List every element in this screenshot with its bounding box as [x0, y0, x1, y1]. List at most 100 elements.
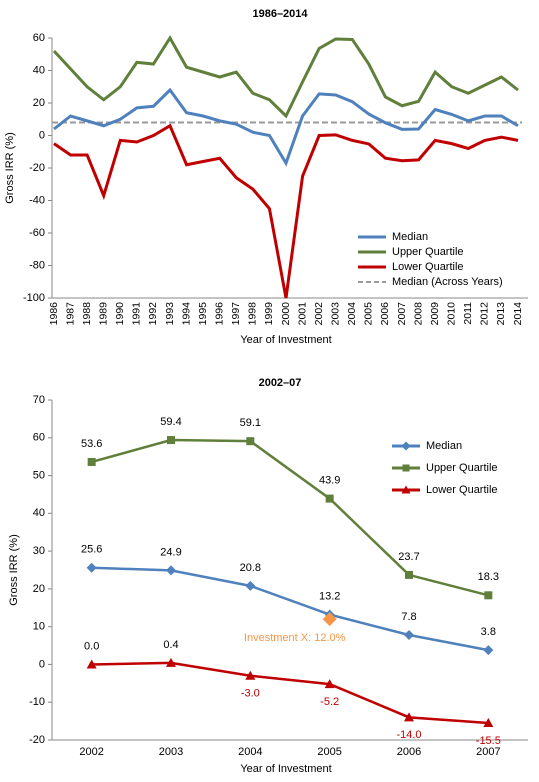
x-tick-label: 1994	[180, 302, 192, 326]
x-tick-label: 2003	[159, 746, 183, 758]
x-tick-label: 1988	[81, 302, 93, 326]
x-tick-label: 2003	[329, 302, 341, 326]
y-axis-title: Gross IRR (%)	[8, 534, 20, 606]
series-line	[53, 87, 519, 167]
data-label: 7.8	[401, 611, 416, 623]
chart-title: 1986–2014	[252, 8, 308, 20]
x-tick-label: 2006	[379, 302, 391, 326]
series-line	[53, 123, 519, 299]
legend-label: Lower Quartile	[426, 484, 498, 496]
series-line	[91, 566, 489, 652]
marker	[484, 591, 493, 600]
data-label: 53.6	[81, 438, 102, 450]
annotation: Investment X: 12.0%	[244, 632, 346, 644]
x-tick-label: 2011	[462, 302, 474, 325]
data-label: 3.8	[481, 626, 496, 638]
x-tick-label: 2005	[363, 302, 375, 326]
data-label: 13.2	[319, 590, 340, 602]
marker	[167, 436, 175, 445]
data-label: 0.0	[84, 640, 99, 652]
data-label: 20.8	[240, 562, 261, 574]
legend-label: Upper Quartile	[392, 246, 464, 258]
y-tick-label: -60	[29, 227, 45, 239]
y-tick-label: 20	[33, 583, 45, 595]
y-tick-label: 0	[39, 129, 45, 141]
x-tick-label: 2005	[317, 746, 341, 758]
y-tick-label: 40	[33, 64, 45, 76]
y-tick-label: 60	[33, 432, 45, 444]
marker	[404, 629, 414, 640]
marker	[404, 712, 414, 722]
x-tick-label: 2009	[429, 302, 441, 326]
marker	[245, 580, 256, 591]
chart-title: 2002–07	[259, 377, 302, 389]
x-axis-title: Year of Investment	[240, 334, 331, 346]
y-tick-label: 60	[33, 32, 45, 44]
x-tick-label: 2008	[412, 302, 424, 326]
y-tick-label: -20	[29, 162, 45, 174]
series-line	[91, 438, 489, 597]
x-tick-label: 1986	[48, 302, 60, 326]
marker	[405, 570, 413, 579]
marker	[401, 485, 411, 494]
marker	[324, 679, 335, 689]
x-tick-label: 2000	[280, 302, 292, 326]
x-tick-label: 2007	[396, 302, 408, 326]
x-tick-label: 2012	[479, 302, 491, 326]
x-tick-label: 1993	[164, 302, 176, 326]
y-tick-label: -100	[23, 292, 45, 304]
marker	[401, 441, 411, 451]
data-label: 24.9	[160, 546, 181, 558]
data-label: 25.6	[81, 544, 102, 556]
legend-label: Median	[426, 440, 462, 452]
legend-label: Median	[392, 231, 428, 243]
y-tick-label: 40	[33, 507, 45, 519]
y-tick-label: 10	[33, 621, 45, 633]
x-tick-label: 2002	[313, 302, 325, 326]
data-label: 59.1	[240, 417, 261, 429]
marker	[87, 457, 96, 466]
marker	[322, 612, 337, 627]
y-tick-label: 70	[33, 394, 45, 406]
marker	[483, 718, 494, 727]
x-tick-label: 2007	[476, 746, 500, 758]
data-label: -3.0	[241, 688, 260, 700]
x-tick-label: 1989	[97, 302, 109, 326]
x-tick-label: 1995	[197, 302, 209, 326]
marker	[86, 562, 97, 573]
marker	[166, 565, 176, 576]
legend-label: Upper Quartile	[426, 462, 498, 474]
marker	[246, 437, 255, 446]
x-axis-title: Year of Investment	[240, 763, 331, 775]
x-tick-label: 2002	[79, 746, 103, 758]
marker	[245, 670, 256, 680]
data-label: 0.4	[163, 639, 178, 651]
x-tick-label: 1999	[263, 302, 275, 326]
legend-label: Median (Across Years)	[392, 276, 503, 288]
series-line	[52, 35, 519, 119]
x-tick-label: 1991	[131, 302, 143, 326]
y-tick-label: 30	[33, 545, 45, 557]
y-tick-label: 20	[33, 97, 45, 109]
marker	[402, 464, 410, 472]
marker	[483, 645, 494, 656]
data-label: 23.7	[398, 551, 419, 563]
x-tick-label: 2010	[445, 302, 457, 326]
legend-label: Lower Quartile	[392, 261, 464, 273]
marker	[325, 494, 334, 503]
x-tick-label: 2004	[346, 302, 358, 326]
x-tick-label: 2004	[238, 746, 262, 758]
marker	[86, 659, 97, 669]
x-tick-label: 1990	[114, 302, 126, 326]
x-tick-label: 1992	[147, 302, 159, 326]
x-tick-label: 2014	[512, 302, 524, 326]
x-tick-label: 2013	[495, 302, 507, 326]
data-label: -15.5	[476, 735, 501, 747]
data-label: -5.2	[320, 696, 339, 708]
x-tick-label: 1996	[213, 302, 225, 326]
y-tick-label: -80	[29, 259, 45, 271]
y-tick-label: -10	[29, 696, 45, 708]
y-tick-label: -40	[29, 194, 45, 206]
